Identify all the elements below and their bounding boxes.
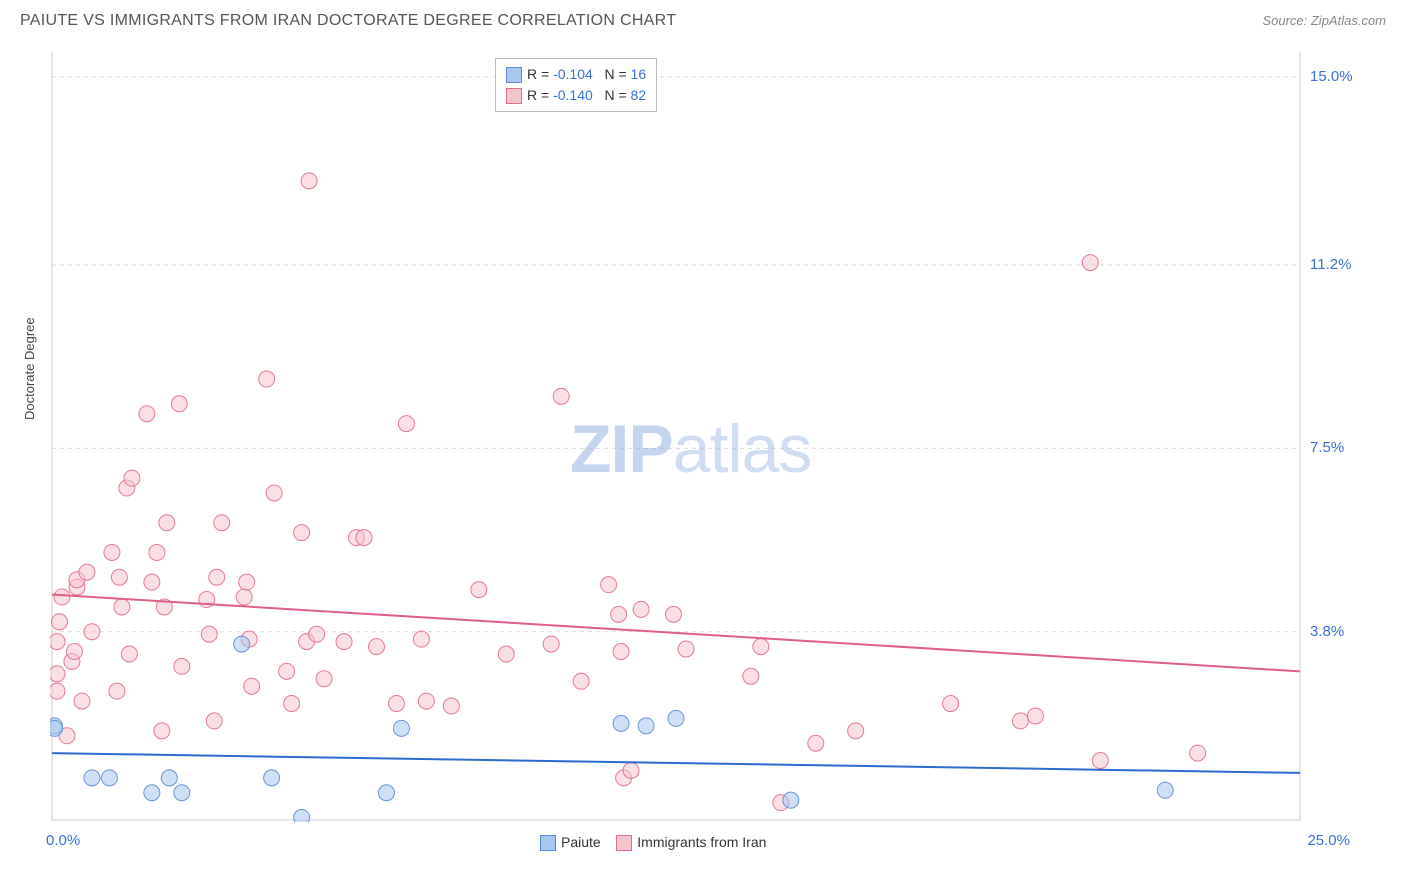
chart-title: PAIUTE VS IMMIGRANTS FROM IRAN DOCTORATE… [20,12,676,30]
series-legend: Paiute Immigrants from Iran [540,834,782,851]
y-tick-label: 7.5% [1310,439,1344,456]
scatter-chart [50,50,1350,822]
y-tick-label: 3.8% [1310,623,1344,640]
legend-swatch-iran [616,835,632,851]
legend-label-iran: Immigrants from Iran [637,834,766,850]
legend-swatch-paiute [540,835,556,851]
stats-row-iran: R = -0.140 N = 82 [506,85,646,106]
stats-row-paiute: R = -0.104 N = 16 [506,64,646,85]
y-tick-label: 11.2% [1310,256,1351,273]
correlation-stats-box: R = -0.104 N = 16R = -0.140 N = 82 [495,58,657,112]
x-axis-min-label: 0.0% [46,832,80,849]
plot-area: Doctorate Degree ZIPatlas R = -0.104 N =… [50,50,1350,822]
y-axis-label: Doctorate Degree [22,317,37,420]
y-tick-label: 15.0% [1310,68,1353,85]
x-axis-max-label: 25.0% [1307,832,1350,849]
source-attribution: Source: ZipAtlas.com [1262,13,1386,28]
legend-label-paiute: Paiute [561,834,601,850]
